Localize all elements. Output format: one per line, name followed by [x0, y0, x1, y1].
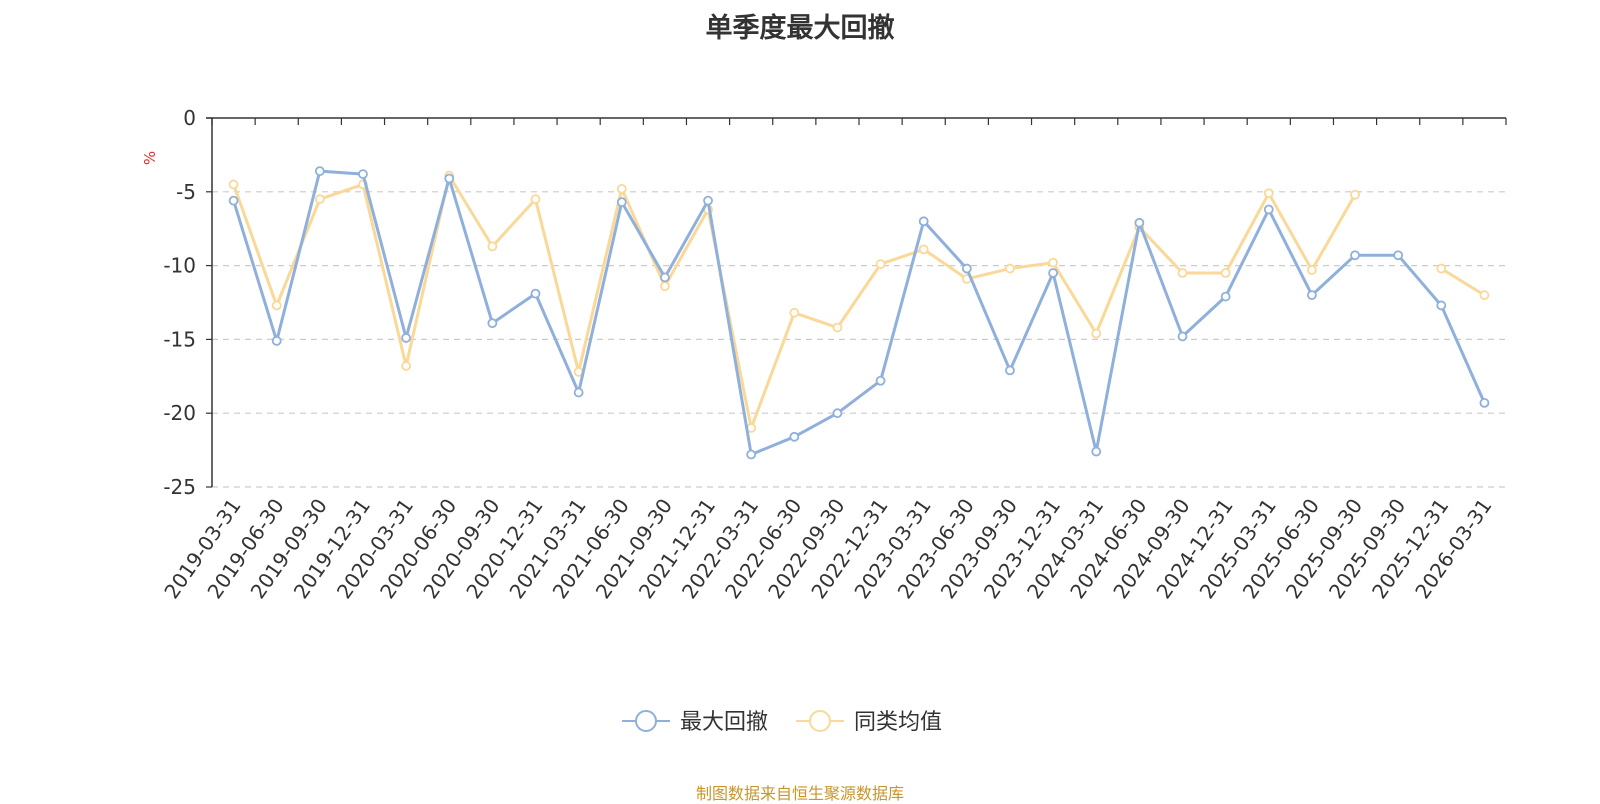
y-tick-label: -20: [163, 401, 196, 425]
data-point: [444, 173, 455, 184]
data-point: [875, 375, 886, 386]
data-point: [228, 179, 239, 190]
data-point: [1048, 268, 1058, 278]
y-tick-label: -5: [176, 180, 196, 204]
y-tick-label: -10: [163, 254, 196, 278]
grid-lines: [212, 191, 1506, 488]
y-tick-label: -15: [163, 327, 196, 351]
data-point: [401, 361, 412, 371]
y-tick-label: -25: [163, 475, 196, 499]
data-point: [271, 300, 282, 311]
data-point: [1436, 263, 1447, 274]
data-point: [832, 322, 843, 333]
series-line-0: [232, 169, 1486, 456]
data-point: [1436, 300, 1447, 311]
data-point: [228, 195, 239, 206]
data-point: [961, 263, 972, 274]
data-point: [1263, 204, 1274, 215]
y-axis-label: %: [141, 151, 159, 165]
data-point: [1479, 397, 1490, 408]
data-point: [1134, 217, 1145, 228]
y-tick-label: 0: [183, 106, 196, 130]
data-point: [918, 244, 929, 255]
data-point: [487, 318, 498, 329]
data-point: [660, 281, 670, 292]
data-point: [1393, 250, 1404, 261]
legend[interactable]: 最大回撤 同类均值: [622, 710, 942, 735]
data-point: [1307, 290, 1317, 301]
series-lines: [228, 166, 1490, 460]
data-point: [1220, 291, 1231, 302]
data-point: [616, 183, 627, 194]
data-point: [1091, 328, 1102, 339]
data-point: [832, 408, 843, 419]
data-point: [487, 241, 498, 252]
series-line-1: [232, 174, 1486, 430]
data-point: [918, 216, 929, 227]
data-point: [1091, 446, 1102, 457]
data-point: [616, 197, 627, 208]
data-point: [660, 272, 670, 283]
data-point: [1005, 263, 1015, 274]
axes: 0-5-10-15-20-25%2019-03-312019-06-302019…: [141, 106, 1507, 603]
legend-marker: [635, 710, 657, 732]
data-point: [746, 449, 757, 460]
data-point: [530, 288, 541, 299]
data-point: [1263, 188, 1274, 199]
data-point: [1307, 265, 1317, 275]
data-point: [789, 307, 800, 318]
data-point: [401, 333, 412, 343]
data-point: [1048, 257, 1058, 268]
data-point: [1220, 268, 1231, 278]
data-point: [1350, 250, 1360, 261]
data-point: [530, 194, 541, 205]
data-point: [314, 166, 325, 177]
chart-title: 单季度最大回撤: [705, 13, 895, 44]
legend-label: 最大回撤: [680, 710, 768, 735]
data-point: [1005, 365, 1015, 376]
data-point: [314, 194, 325, 205]
data-point: [789, 431, 800, 442]
data-point: [1350, 189, 1360, 200]
legend-marker: [809, 710, 831, 732]
data-point: [1177, 268, 1188, 278]
legend-label: 同类均值: [854, 710, 942, 735]
data-point: [358, 169, 368, 179]
data-point: [1479, 290, 1490, 301]
data-point: [573, 387, 584, 398]
data-point: [271, 335, 282, 346]
source-note: 制图数据来自恒生聚源数据库: [695, 784, 904, 803]
data-point: [1177, 331, 1188, 342]
data-point: [875, 259, 886, 270]
data-point: [703, 195, 713, 206]
